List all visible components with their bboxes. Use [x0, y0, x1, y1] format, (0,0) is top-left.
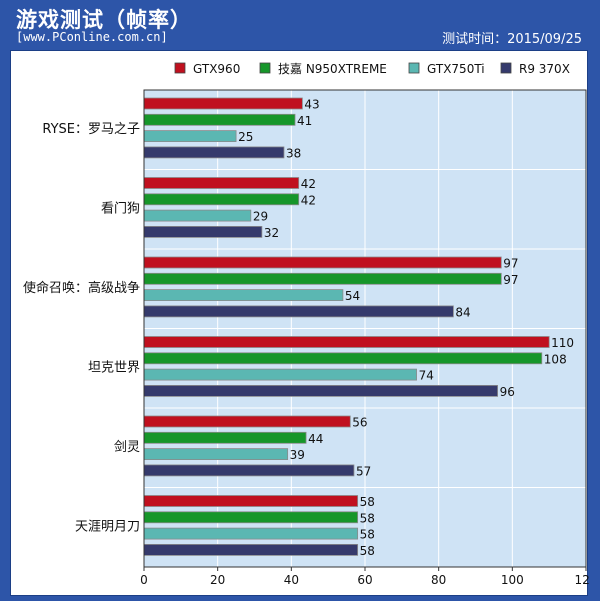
legend-label-3: R9 370X	[519, 62, 570, 76]
data-label-5-3: 58	[360, 544, 375, 558]
data-label-2-0: 97	[503, 257, 518, 271]
bar-0-2	[143, 130, 237, 142]
category-label-1: 看门狗	[101, 200, 140, 216]
x-tick-label-0: 0	[140, 573, 148, 587]
bar-5-1	[143, 511, 359, 524]
legend-swatch-1	[259, 62, 271, 74]
bar-5-3	[143, 543, 359, 556]
x-tick-label-5: 100	[501, 573, 524, 587]
data-label-4-2: 39	[290, 448, 305, 462]
category-label-4: 剑灵	[114, 439, 140, 455]
data-label-1-2: 29	[253, 210, 268, 224]
category-label-5: 天涯明月刀	[75, 519, 140, 534]
data-label-0-2: 25	[238, 130, 253, 144]
chart-title: 游戏测试（帧率）	[16, 8, 192, 32]
data-label-2-2: 54	[345, 289, 360, 303]
data-label-1-0: 42	[301, 177, 316, 191]
bar-0-3	[143, 146, 285, 159]
data-label-2-1: 97	[503, 273, 518, 287]
bar-4-1	[143, 431, 307, 444]
category-label-2: 使命召唤：高级战争	[23, 280, 140, 296]
legend-swatch-0	[174, 62, 186, 74]
bar-1-1	[143, 193, 300, 206]
legend-label-2: GTX750Ti	[427, 62, 485, 76]
legend-label-1: 技嘉 N950XTREME	[278, 62, 387, 76]
bar-4-0	[143, 415, 351, 428]
data-label-4-0: 56	[352, 416, 367, 430]
category-label-0: RYSE：罗马之子	[42, 122, 140, 137]
x-tick-label-4: 80	[431, 573, 446, 587]
data-label-1-3: 32	[264, 226, 279, 240]
bar-5-2	[143, 527, 359, 540]
bar-1-2	[143, 209, 252, 222]
bar-2-2	[143, 289, 344, 302]
bar-5-0	[143, 495, 359, 507]
test-date: 测试时间：2015/09/25	[442, 32, 582, 47]
legend-swatch-2	[408, 62, 420, 74]
bar-4-3	[143, 464, 355, 477]
bar-3-2	[143, 368, 417, 381]
data-label-0-3: 38	[286, 146, 301, 160]
data-label-0-0: 43	[304, 98, 319, 112]
legend-swatch-3	[500, 62, 512, 74]
bar-0-1	[143, 113, 296, 126]
bar-0-0	[143, 97, 303, 110]
bar-1-0	[143, 177, 300, 189]
x-tick-label-3: 60	[357, 573, 372, 587]
data-label-2-3: 84	[455, 305, 470, 319]
data-label-3-2: 74	[419, 369, 434, 383]
data-label-3-1: 108	[544, 352, 567, 366]
chart-panel: RYSE：罗马之子 43 41 25 38 看门狗 42 42 29 32 使命召唤：高级战争 97 9…	[10, 50, 597, 596]
site-url: [www.PConline.com.cn]	[16, 30, 168, 44]
bar-3-1	[143, 352, 543, 365]
data-label-4-1: 44	[308, 432, 323, 446]
data-label-0-1: 41	[297, 114, 312, 128]
bar-2-0	[143, 256, 502, 269]
bar-1-3	[143, 225, 263, 238]
data-label-5-2: 58	[360, 528, 375, 542]
category-label-3: 坦克世界	[88, 360, 140, 375]
bar-4-2	[143, 448, 289, 461]
data-label-3-0: 110	[551, 336, 574, 350]
data-label-3-3: 96	[500, 385, 515, 399]
data-label-5-0: 58	[360, 495, 375, 509]
bar-chart: RYSE：罗马之子 43 41 25 38 看门狗 42 42 29 32 使命召唤：高级战争 97 9…	[23, 62, 597, 587]
bar-2-3	[143, 305, 454, 318]
bar-3-0	[143, 336, 550, 348]
x-tick-label-1: 20	[210, 573, 225, 587]
bar-3-3	[143, 384, 499, 397]
data-label-5-1: 58	[360, 511, 375, 525]
data-label-1-1: 42	[301, 193, 316, 207]
data-label-4-3: 57	[356, 464, 371, 478]
x-tick-label-2: 40	[284, 573, 299, 587]
legend-label-0: GTX960	[193, 62, 240, 76]
bar-2-1	[143, 272, 502, 285]
x-tick-label-6: 120	[575, 573, 589, 587]
